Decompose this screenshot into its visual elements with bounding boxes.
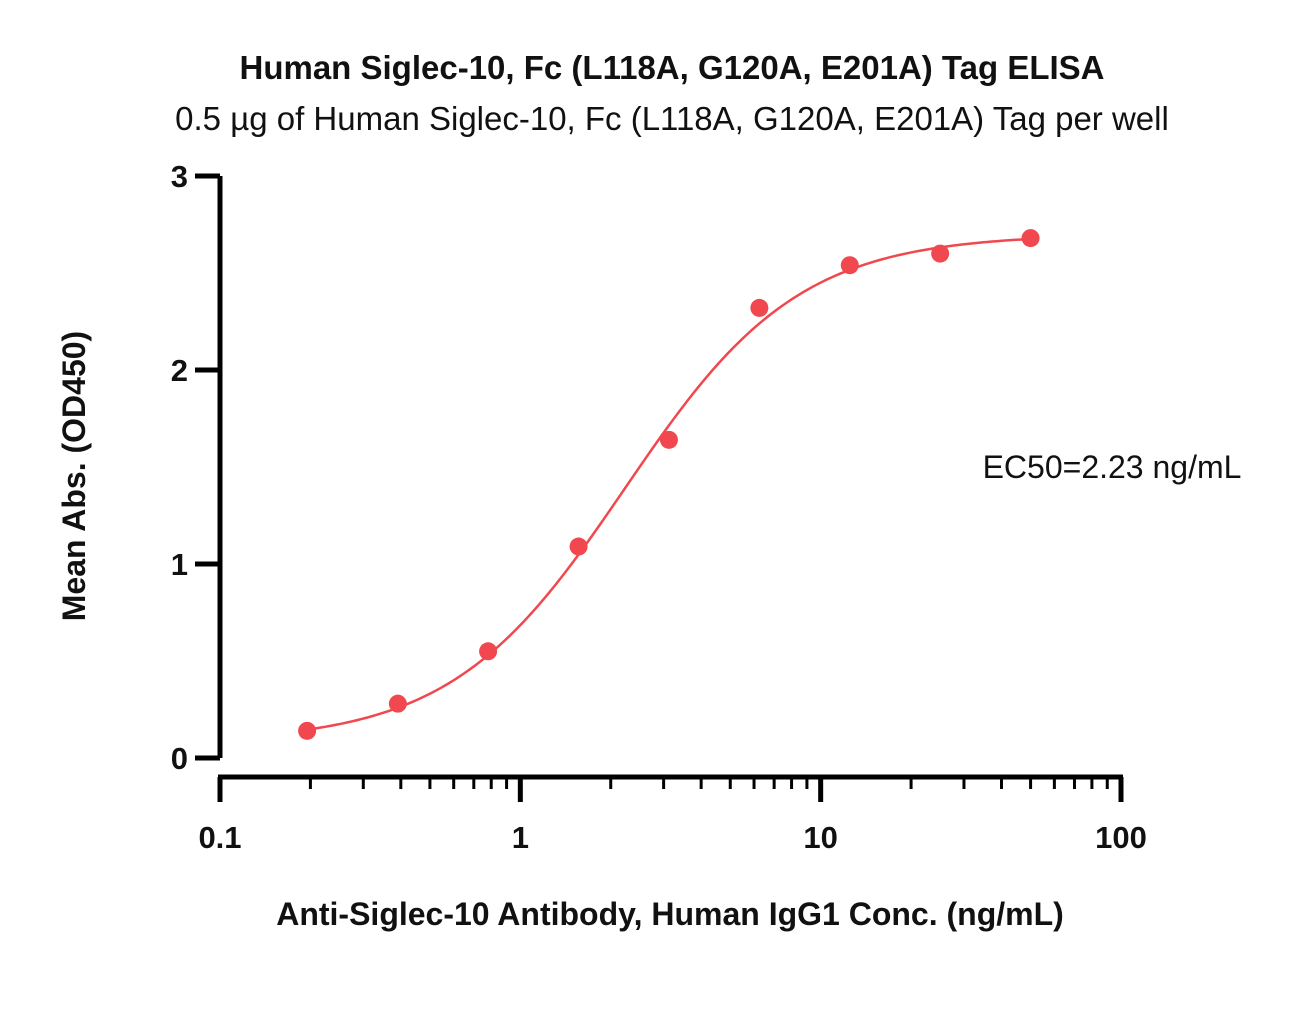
- x-tick-label: 0.1: [198, 820, 241, 855]
- data-point: [659, 430, 678, 449]
- y-tick-label: 1: [171, 547, 188, 582]
- x-axis-label: Anti-Siglec-10 Antibody, Human IgG1 Conc…: [276, 896, 1064, 932]
- y-tick-label: 3: [171, 159, 188, 194]
- data-point: [1021, 229, 1040, 248]
- chart-title: Human Siglec-10, Fc (L118A, G120A, E201A…: [239, 49, 1104, 86]
- x-axis: 0.1 1 10 100: [198, 774, 1147, 855]
- data-points-layer: [298, 229, 1040, 740]
- fit-curve-layer: [306, 237, 1031, 731]
- data-point: [298, 721, 317, 740]
- data-point: [931, 244, 950, 263]
- y-tick-label: 0: [171, 741, 188, 776]
- data-point: [569, 537, 588, 556]
- data-point: [840, 256, 859, 275]
- y-tick-label: 2: [171, 353, 188, 388]
- x-tick-label: 100: [1095, 820, 1147, 855]
- ec50-annotation: EC50=2.23 ng/mL: [983, 449, 1242, 485]
- data-point: [479, 642, 498, 661]
- data-point: [750, 298, 769, 317]
- y-axis-label: Mean Abs. (OD450): [56, 331, 92, 621]
- x-tick-label: 1: [512, 820, 529, 855]
- x-tick-label: 10: [803, 820, 837, 855]
- chart-subtitle: 0.5 µg of Human Siglec-10, Fc (L118A, G1…: [175, 100, 1169, 137]
- data-point: [388, 694, 407, 713]
- fit-curve: [306, 237, 1031, 731]
- y-axis: 0 1 2 3: [171, 159, 223, 776]
